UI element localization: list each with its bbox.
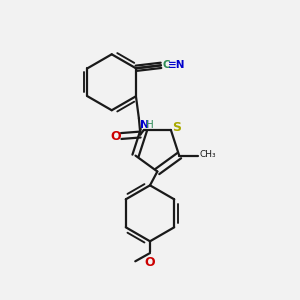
Text: H: H (146, 120, 154, 130)
Text: O: O (111, 130, 121, 142)
Text: ≡N: ≡N (167, 60, 185, 70)
Text: CH₃: CH₃ (200, 150, 216, 159)
Text: C: C (162, 60, 170, 70)
Text: S: S (172, 121, 181, 134)
Text: O: O (145, 256, 155, 269)
Text: N: N (140, 120, 150, 130)
